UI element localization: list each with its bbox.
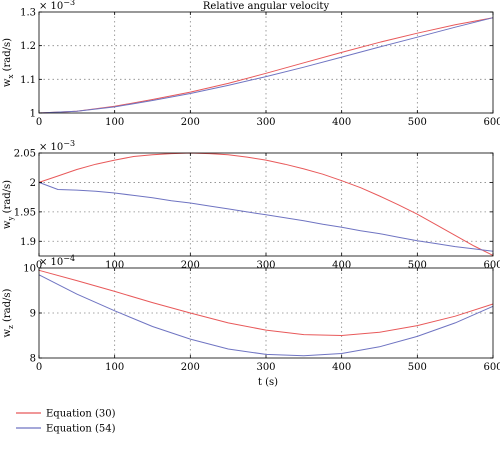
series-line-equation-30 [38,17,494,114]
x-tick-label: 500 [408,362,427,373]
y-tick-label: 2.05 [14,149,36,160]
y-multiplier-exponent: −3 [63,0,75,7]
x-tick-label: 300 [256,260,275,271]
y-tick-label: 1 [30,109,36,120]
x-tick-label: 600 [483,362,500,373]
x-tick-label: 600 [483,117,500,128]
legend: Equation (30) Equation (54) [16,409,116,435]
y-tick-label: 9 [30,309,36,320]
y-multiplier: × 10−3 [39,0,75,12]
y-axis-label: wy (rad/s) [2,180,15,229]
y-axis-label-unit: (rad/s) [2,38,13,75]
x-tick-label: 100 [105,260,124,271]
y-axis-label-subscript: x [7,75,15,79]
x-tick-label: 100 [105,362,124,373]
panel-wx: 0 100 200 300 400 500 600 1 1.1 1.2 1.3× 10−3 Relat… [2,0,500,128]
y-tick-label: 2 [30,178,36,189]
y-multiplier-exponent: −3 [63,139,75,148]
x-tick-label: 200 [181,117,200,128]
y-axis-label-unit: (rad/s) [2,180,13,217]
y-multiplier-base: × 10 [39,142,63,153]
y-tick-label: 8 [30,354,36,365]
y-multiplier-base: × 10 [39,257,63,268]
y-tick-label: 1.95 [14,207,36,218]
y-axis-label-subscript: y [7,217,15,222]
y-axis-label-base: w [2,220,13,229]
series-line-equation-54 [38,181,494,252]
y-axis-label-unit: (rad/s) [2,288,13,325]
x-tick-label: 0 [36,117,42,128]
x-axis-label: t (s) [258,377,278,388]
series-line-equation-54 [38,17,494,114]
x-tick-label: 500 [408,117,427,128]
y-multiplier: × 10−4 [39,254,75,268]
x-tick-label: 300 [256,117,275,128]
chart-title: Relative angular velocity [203,1,330,12]
legend-label: Equation (54) [46,424,116,435]
x-tick-label: 200 [181,260,200,271]
y-tick-label: 1.1 [20,75,36,86]
x-tick-label: 500 [408,260,427,271]
plot-frame [38,152,494,257]
x-tick-label: 400 [332,117,351,128]
y-tick-label: 1.9 [20,237,36,248]
x-tick-label: 0 [36,362,42,373]
y-axis-label: wz (rad/s) [2,288,15,337]
x-tick-label: 300 [256,362,275,373]
series-line-equation-30 [38,152,494,256]
y-multiplier-exponent: −4 [63,254,75,263]
x-tick-label: 400 [332,362,351,373]
series-line-equation-54 [38,274,494,357]
y-multiplier: × 10−3 [39,139,75,153]
y-axis-label-base: w [2,78,13,87]
y-tick-label: 1.3 [20,8,36,19]
y-tick-label: 1.2 [20,41,36,52]
series-line-equation-30 [38,269,494,337]
x-tick-label: 400 [332,260,351,271]
x-tick-label: 200 [181,362,200,373]
panel-wz: 0 100 200 300 400 500 600 8 9 10× 10−4 wz (rad/s) [2,254,500,373]
legend-label: Equation (30) [46,409,116,420]
x-tick-label: 0 [36,260,42,271]
x-tick-label: 600 [483,260,500,271]
x-tick-label: 100 [105,117,124,128]
y-axis-label-subscript: z [7,325,15,329]
y-axis-label: wx (rad/s) [2,38,15,87]
y-axis-label-base: w [2,328,13,337]
y-multiplier-base: × 10 [39,1,63,12]
y-tick-label: 10 [23,264,36,275]
